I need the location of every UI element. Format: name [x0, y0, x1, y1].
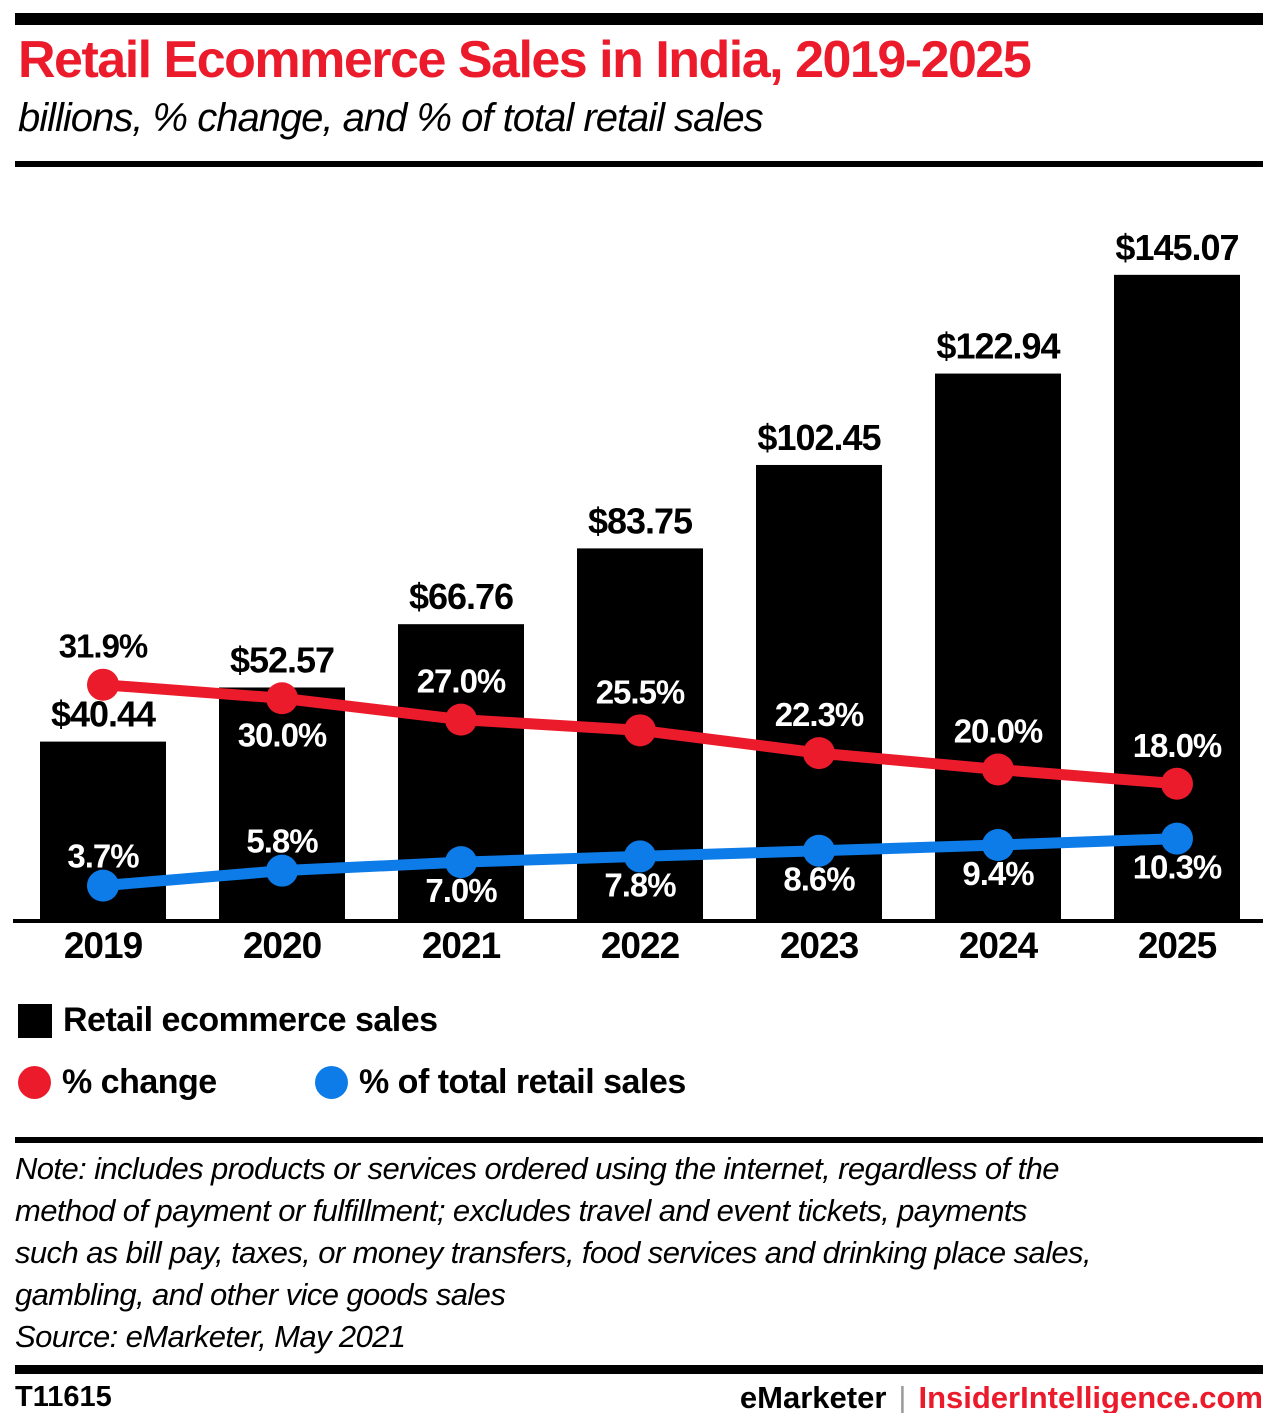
header-divider [15, 161, 1263, 167]
combo-bar-line-chart: $40.44 $52.57 $66.76 $83.75 $102.45 $122.94 $1… [13, 227, 1263, 966]
bar-value-label: $102.45 [757, 417, 881, 458]
line-point-label: 8.6% [783, 861, 855, 898]
note-block: Note: includes products or services orde… [15, 1148, 1265, 1358]
line-point-label: 31.9% [59, 628, 148, 665]
line-point-label: 22.3% [775, 696, 864, 733]
x-axis-label-2019: 2019 [64, 925, 143, 966]
bar-value-label: $52.57 [230, 639, 334, 680]
dot-0-2021 [445, 703, 477, 736]
dot-0-2022 [624, 714, 656, 747]
footer-divider [15, 1365, 1263, 1374]
x-axis-label-2022: 2022 [601, 925, 680, 966]
line-point-label: 10.3% [1133, 849, 1222, 886]
note-line: gambling, and other vice goods sales [15, 1277, 506, 1312]
note-divider [15, 1137, 1263, 1143]
dot-0-2023 [803, 737, 835, 770]
line-point-label: 7.8% [604, 866, 676, 903]
dot-1-2021 [445, 846, 477, 879]
dot-0-2024 [982, 753, 1014, 786]
bar-value-label: $145.07 [1115, 227, 1238, 268]
line-point-label: 30.0% [238, 716, 327, 753]
note-line: method of payment or fulfillment; exclud… [15, 1193, 1027, 1228]
legend-item-retail-ecommerce-sales: Retail ecommerce sales [18, 1001, 438, 1040]
pct-of-total-series-swatch [315, 1066, 348, 1099]
legend-label: Retail ecommerce sales [63, 1001, 438, 1039]
chart-subtitle: billions, % change, and % of total retai… [18, 96, 764, 140]
legend-label: % change [62, 1063, 217, 1101]
x-axis-label-2023: 2023 [780, 925, 859, 966]
x-axis-label-2024: 2024 [959, 925, 1039, 966]
bar-series-swatch [18, 1003, 52, 1038]
dot-1-2023 [803, 834, 835, 867]
bar-value-label: $66.76 [409, 576, 513, 617]
note-line: such as bill pay, taxes, or money transf… [15, 1235, 1092, 1270]
dot-1-2020 [266, 854, 298, 887]
x-axis-label-2025: 2025 [1138, 925, 1217, 966]
bar-value-label: $83.75 [588, 500, 693, 541]
top-accent-bar [15, 13, 1263, 25]
legend-label: % of total retail sales [359, 1063, 686, 1101]
dot-0-2025 [1161, 767, 1193, 800]
source-line: Source: eMarketer, May 2021 [15, 1319, 406, 1354]
bar-value-label: $40.44 [51, 694, 156, 735]
dot-1-2022 [624, 840, 656, 873]
note-line: Note: includes products or services orde… [15, 1151, 1059, 1186]
insider-intelligence-link[interactable]: InsiderIntelligence.com [918, 1380, 1263, 1413]
chart-title: Retail Ecommerce Sales in India, 2019-20… [18, 31, 1032, 89]
pct-change-series-swatch [18, 1066, 51, 1099]
emarketer-logo-text: eMarketer [739, 1380, 887, 1413]
footer-pipe-divider: | [898, 1380, 907, 1413]
dot-0-2019 [87, 668, 119, 701]
dot-0-2020 [266, 682, 298, 715]
bar-2025 [1114, 274, 1240, 922]
legend-item-pct-change: % change [18, 1063, 217, 1102]
footer-branding: eMarketer | InsiderIntelligence.com [740, 1380, 1263, 1413]
line-point-label: 27.0% [417, 663, 506, 700]
bar-value-label: $122.94 [936, 326, 1060, 367]
dot-1-2019 [87, 869, 119, 902]
dot-1-2024 [982, 829, 1014, 862]
dot-1-2025 [1161, 822, 1193, 855]
chart-id: T11615 [15, 1381, 112, 1413]
line-point-label: 3.7% [67, 838, 139, 875]
line-point-label: 20.0% [954, 713, 1043, 750]
line-point-label: 5.8% [246, 823, 318, 860]
line-point-label: 7.0% [425, 872, 497, 909]
x-axis-label-2020: 2020 [243, 925, 322, 966]
line-point-label: 18.0% [1133, 727, 1222, 764]
line-point-label: 9.4% [962, 855, 1034, 892]
x-axis-label-2021: 2021 [422, 925, 501, 966]
legend-item-pct-of-total-retail-sales: % of total retail sales [315, 1063, 686, 1102]
line-point-label: 25.5% [596, 673, 685, 710]
